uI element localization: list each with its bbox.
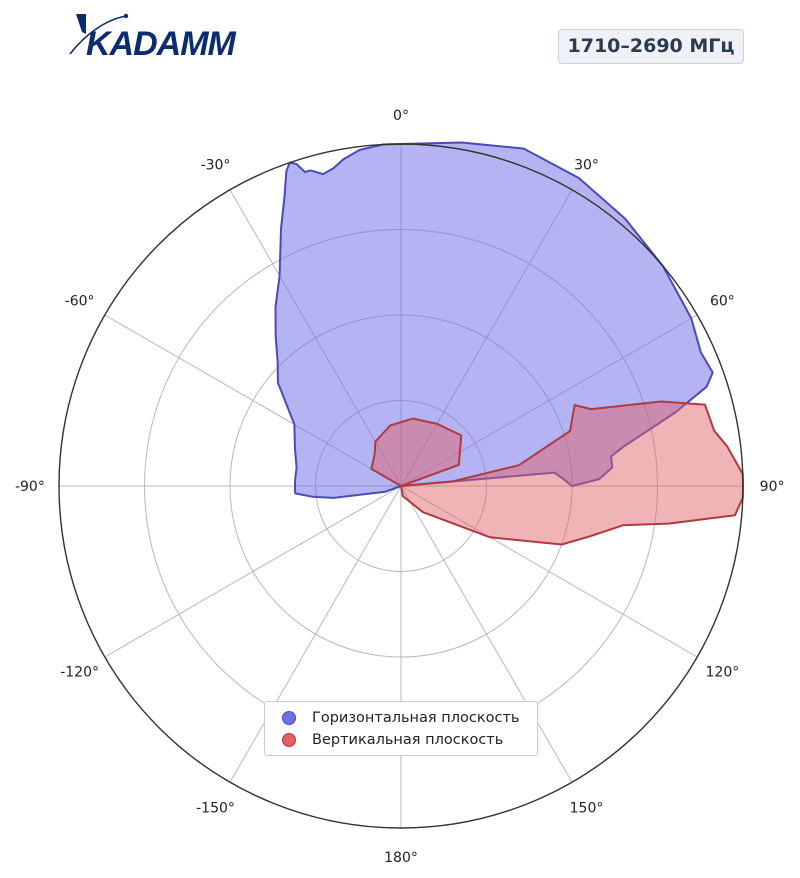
logo-dot [123,13,129,19]
logo-swoosh [69,15,127,55]
angle-tick-label-1: 30° [574,158,599,174]
logo-wordmark: KADAMM [86,25,237,62]
polar-outer-ring [58,143,744,829]
angle-tick-label-3: 90° [760,479,785,495]
angle-tick-label-10: -60° [65,294,95,310]
legend-item-vertical: Вертикальная плоскость [265,730,503,750]
angle-tick-label-11: -30° [201,158,231,174]
angle-tick-label-6: 180° [384,850,418,866]
angle-tick-label-0: 0° [393,108,409,124]
angle-tick-label-9: -90° [15,479,45,495]
series-area-horizontal [274,141,714,499]
angle-tick-label-8: -120° [60,665,99,681]
grid-spoke-150 [400,485,573,783]
legend-marker-horizontal [282,711,296,725]
angle-tick-label-5: 150° [570,800,604,816]
grid-spoke-210 [229,485,402,783]
series-area-vertical [370,400,744,546]
angle-tick-label-2: 60° [710,294,735,310]
chart-legend: Горизонтальная плоскость Вертикальная пл… [264,701,538,756]
kadamm-logo: KADAMM [69,13,238,62]
grid-spoke-240 [104,485,402,658]
frequency-badge: 1710–2690 МГц [558,29,744,64]
logo-flag [76,14,86,34]
angle-tick-label-4: 120° [706,665,740,681]
legend-label-horizontal: Горизонтальная плоскость [312,710,520,726]
angle-tick-label-7: -150° [196,800,235,816]
legend-label-vertical: Вертикальная плоскость [312,732,504,748]
legend-item-horizontal: Горизонтальная плоскость [265,708,519,728]
legend-marker-vertical [282,733,296,747]
grid-spoke-120 [400,485,698,658]
